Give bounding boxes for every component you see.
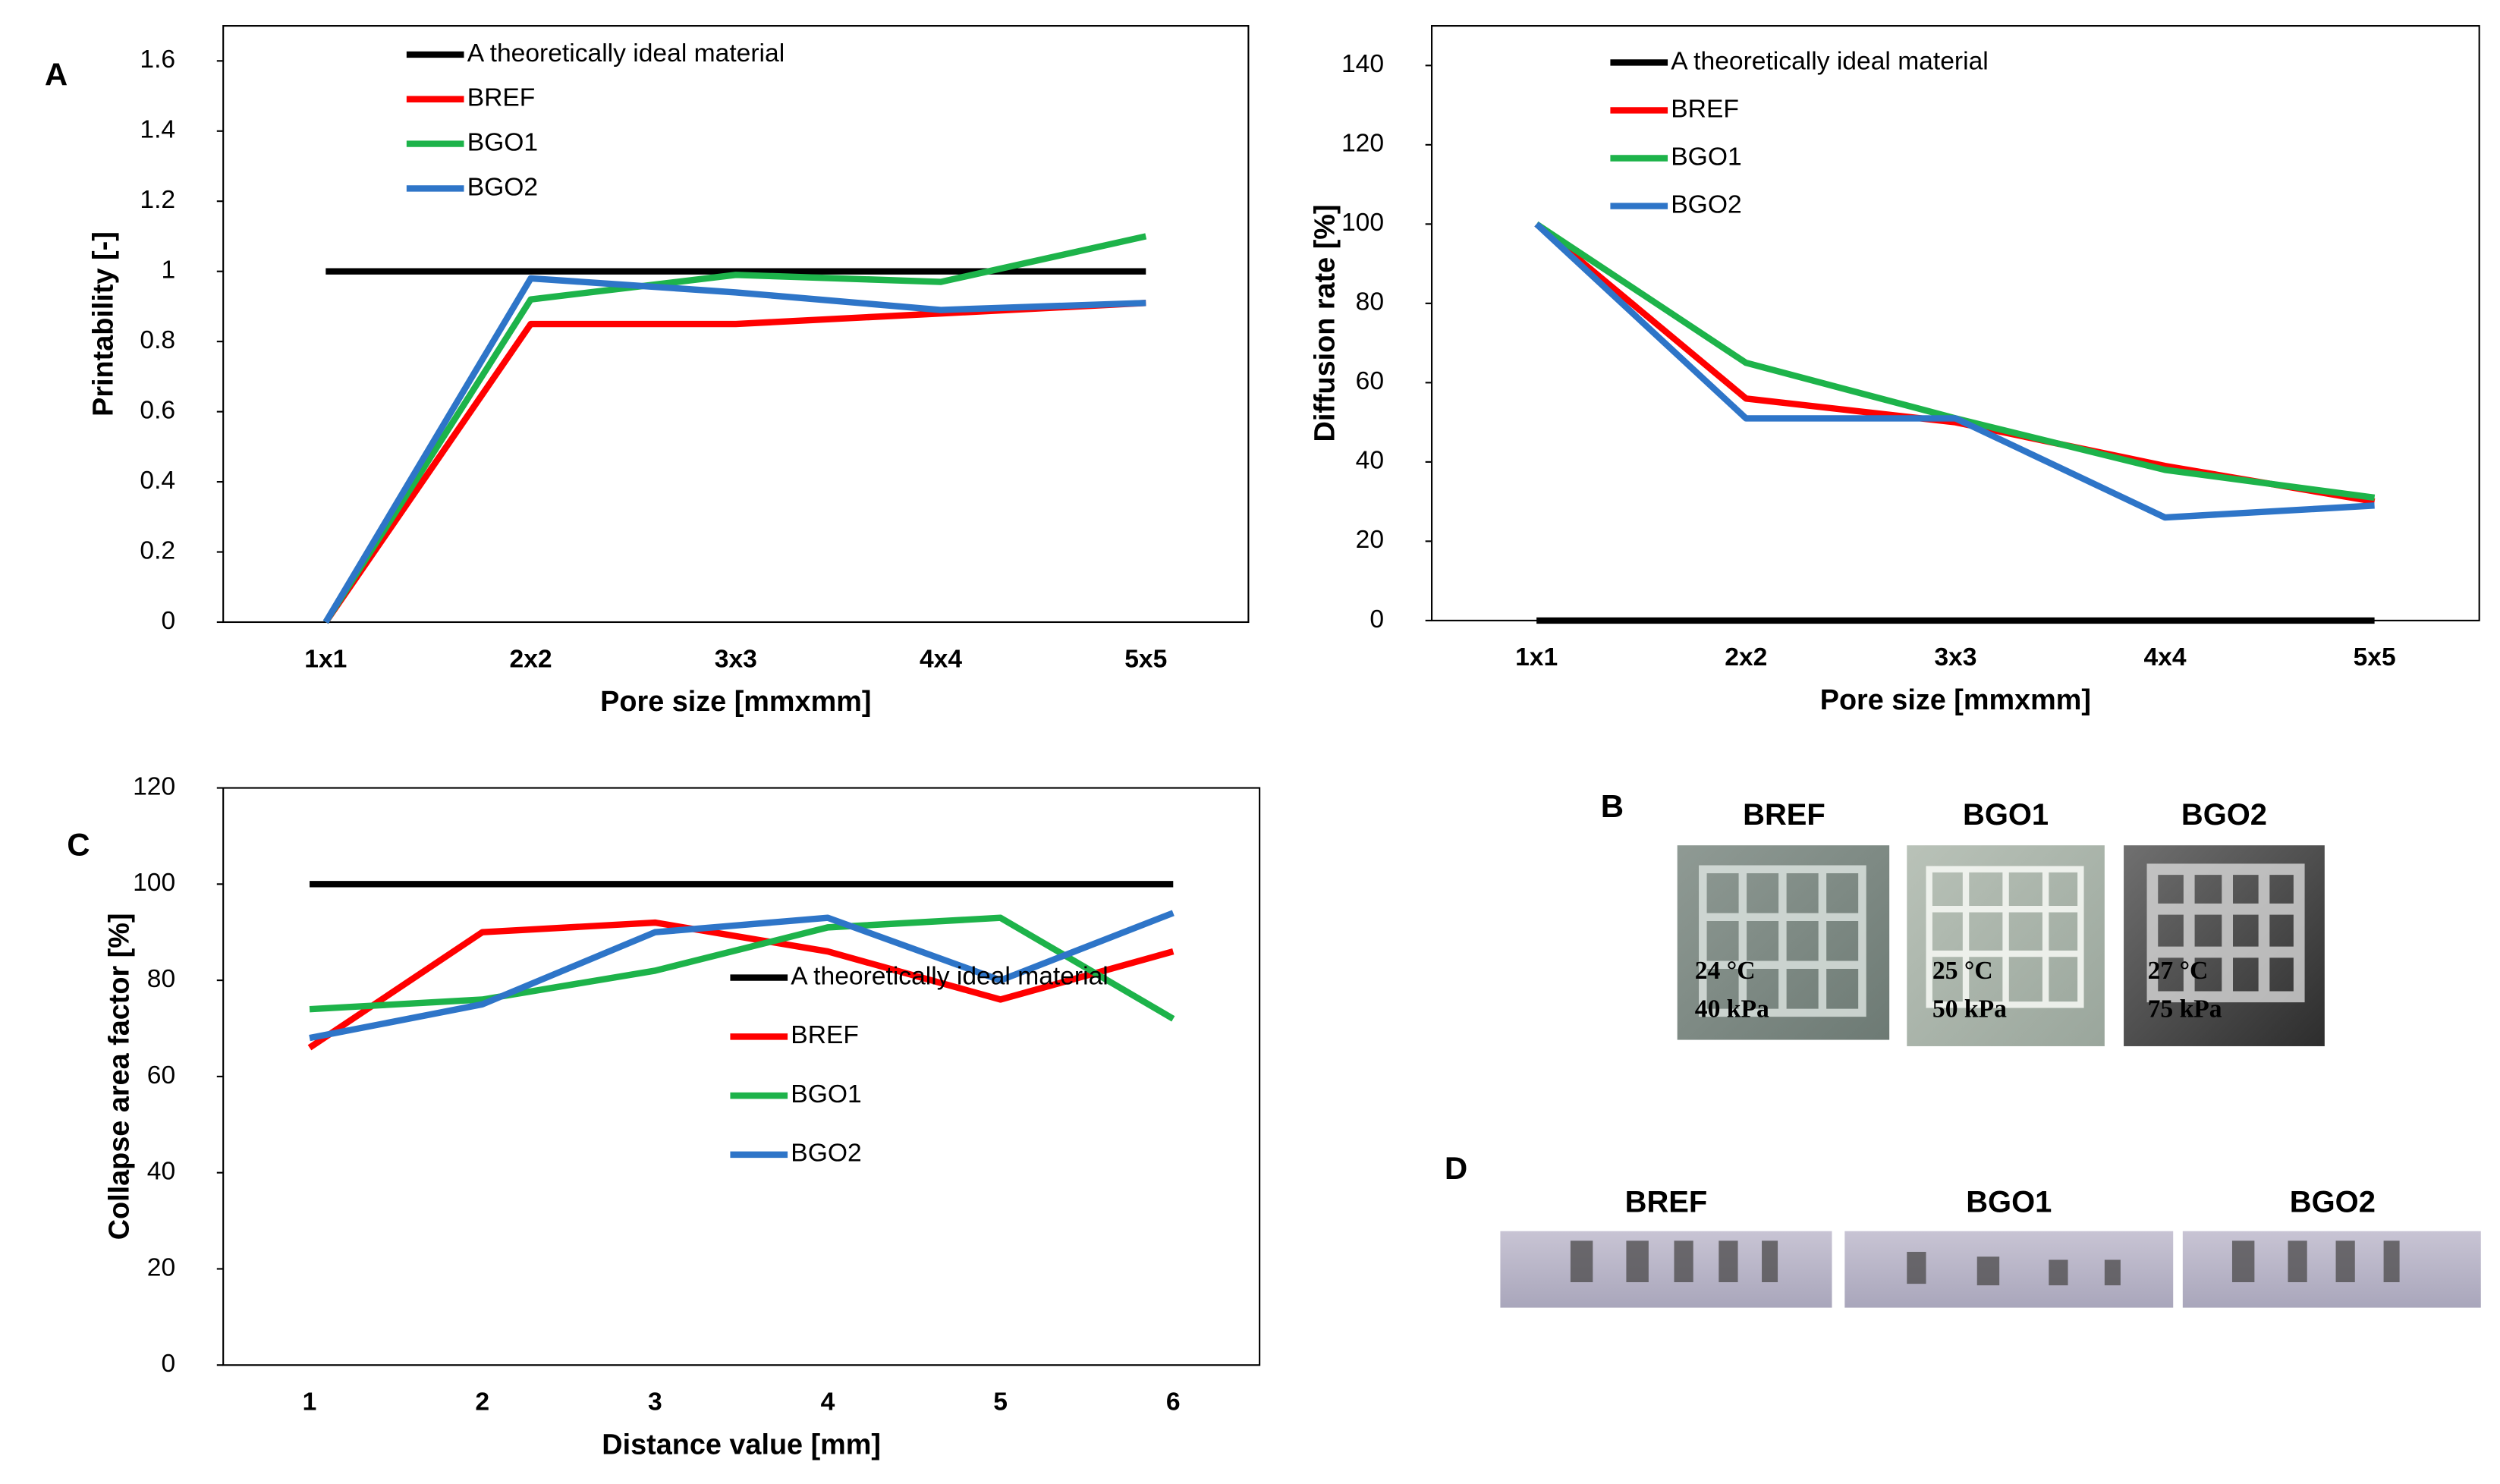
x-tick-label: 5x5 [2354, 643, 2396, 671]
x-tick-label: 3x3 [1934, 643, 1976, 671]
x-axis-title: Pore size [mmxmm] [600, 686, 871, 718]
x-tick-label: 3 [648, 1388, 662, 1416]
y-tick-label: 1.6 [140, 46, 175, 74]
legend-label: BGO1 [791, 1080, 861, 1108]
x-tick-label: 2x2 [510, 645, 552, 673]
y-axis-title: Diffusion rate [%] [1309, 204, 1341, 442]
photo-temperature: 24 °C [1695, 957, 1756, 985]
x-tick-label: 4x4 [920, 645, 962, 673]
photo-title: BREF [1625, 1186, 1708, 1219]
plot-area [222, 787, 1261, 1366]
photo-title: BGO2 [2181, 798, 2267, 832]
series-line [309, 914, 1175, 1022]
series-line [322, 233, 1147, 624]
x-tick-label: 1x1 [1515, 643, 1558, 671]
legend-label: A theoretically ideal material [467, 39, 785, 68]
x-tick-label: 5 [993, 1388, 1008, 1416]
x-axis-title: Distance value [mm] [602, 1429, 881, 1460]
y-tick-label: 1.4 [140, 116, 175, 144]
x-axis-title: Pore size [mmxmm] [1820, 684, 2091, 716]
y-tick-label: 0 [161, 607, 175, 635]
panel-label: B [1601, 788, 1624, 824]
legend-label: A theoretically ideal material [1671, 47, 1988, 75]
photo-title: BREF [1743, 798, 1825, 832]
series-line [309, 910, 1175, 1042]
y-tick-label: 0 [1369, 605, 1384, 634]
legend-label: BREF [791, 1021, 859, 1049]
series-line [1534, 222, 2375, 521]
panel-label: D [1445, 1150, 1467, 1186]
y-tick-label: 140 [1341, 50, 1384, 78]
x-tick-label: 4 [821, 1388, 835, 1416]
photo-pressure: 50 kPa [1932, 995, 2007, 1023]
y-tick-label: 1.2 [140, 186, 175, 214]
y-tick-label: 20 [1356, 526, 1384, 554]
x-tick-label: 4x4 [2143, 643, 2186, 671]
y-tick-label: 60 [147, 1061, 175, 1089]
series-line [1534, 221, 2376, 501]
legend-label: BGO2 [791, 1140, 861, 1168]
legend-label: BGO2 [467, 173, 538, 201]
y-tick-label: 1 [161, 256, 175, 285]
series-line [322, 275, 1146, 624]
legend-label: BREF [467, 84, 536, 112]
photo-bgo1 [1907, 845, 2105, 1046]
legend-label: BGO1 [467, 128, 538, 156]
x-tick-label: 1 [303, 1388, 317, 1416]
y-tick-label: 20 [147, 1253, 175, 1281]
legend-label: BGO2 [1671, 190, 1741, 219]
y-axis-title: Printability [-] [88, 231, 120, 417]
panel-label: A [45, 56, 68, 92]
panel-label: C [67, 826, 90, 862]
x-tick-label: 5x5 [1124, 645, 1167, 673]
x-tick-label: 3x3 [715, 645, 757, 673]
plot-area [222, 25, 1250, 624]
y-tick-label: 40 [147, 1158, 175, 1186]
photo-temperature: 27 °C [2148, 957, 2209, 985]
series-line [307, 919, 1175, 1051]
y-tick-label: 120 [133, 772, 175, 800]
x-tick-label: 1x1 [304, 645, 347, 673]
y-axis-title: Collapse area factor [%] [104, 913, 136, 1240]
y-tick-label: 80 [1356, 288, 1384, 316]
y-tick-label: 40 [1356, 447, 1384, 475]
series-line [1534, 222, 2376, 505]
legend-label: BGO1 [1671, 143, 1741, 171]
x-tick-label: 2x2 [1725, 643, 1767, 671]
legend-label: A theoretically ideal material [791, 962, 1108, 990]
photo-pressure: 75 kPa [2148, 995, 2222, 1023]
photo-bgo2 [2124, 845, 2325, 1046]
photo-pressure: 40 kPa [1695, 995, 1769, 1023]
series-line [322, 300, 1146, 624]
y-tick-label: 0.8 [140, 326, 175, 354]
y-tick-label: 0.4 [140, 467, 175, 495]
y-tick-label: 100 [1341, 209, 1384, 237]
plot-area [1431, 25, 2480, 621]
photo-title: BGO1 [1966, 1186, 2052, 1219]
photo-bref [1677, 845, 1890, 1040]
x-tick-label: 2 [475, 1388, 489, 1416]
photo-temperature: 25 °C [1932, 957, 1993, 985]
legend-label: BREF [1671, 95, 1739, 123]
photo-strips [1500, 1231, 2481, 1308]
photo-title: BGO2 [2290, 1186, 2376, 1219]
x-tick-label: 6 [1166, 1388, 1181, 1416]
y-tick-label: 0.2 [140, 536, 175, 564]
photo-title: BGO1 [1963, 798, 2049, 832]
y-tick-label: 60 [1356, 367, 1384, 395]
y-tick-label: 80 [147, 965, 175, 993]
y-tick-label: 100 [133, 869, 175, 897]
y-tick-label: 0 [161, 1350, 175, 1378]
y-tick-label: 0.6 [140, 396, 175, 424]
y-tick-label: 120 [1341, 130, 1384, 158]
